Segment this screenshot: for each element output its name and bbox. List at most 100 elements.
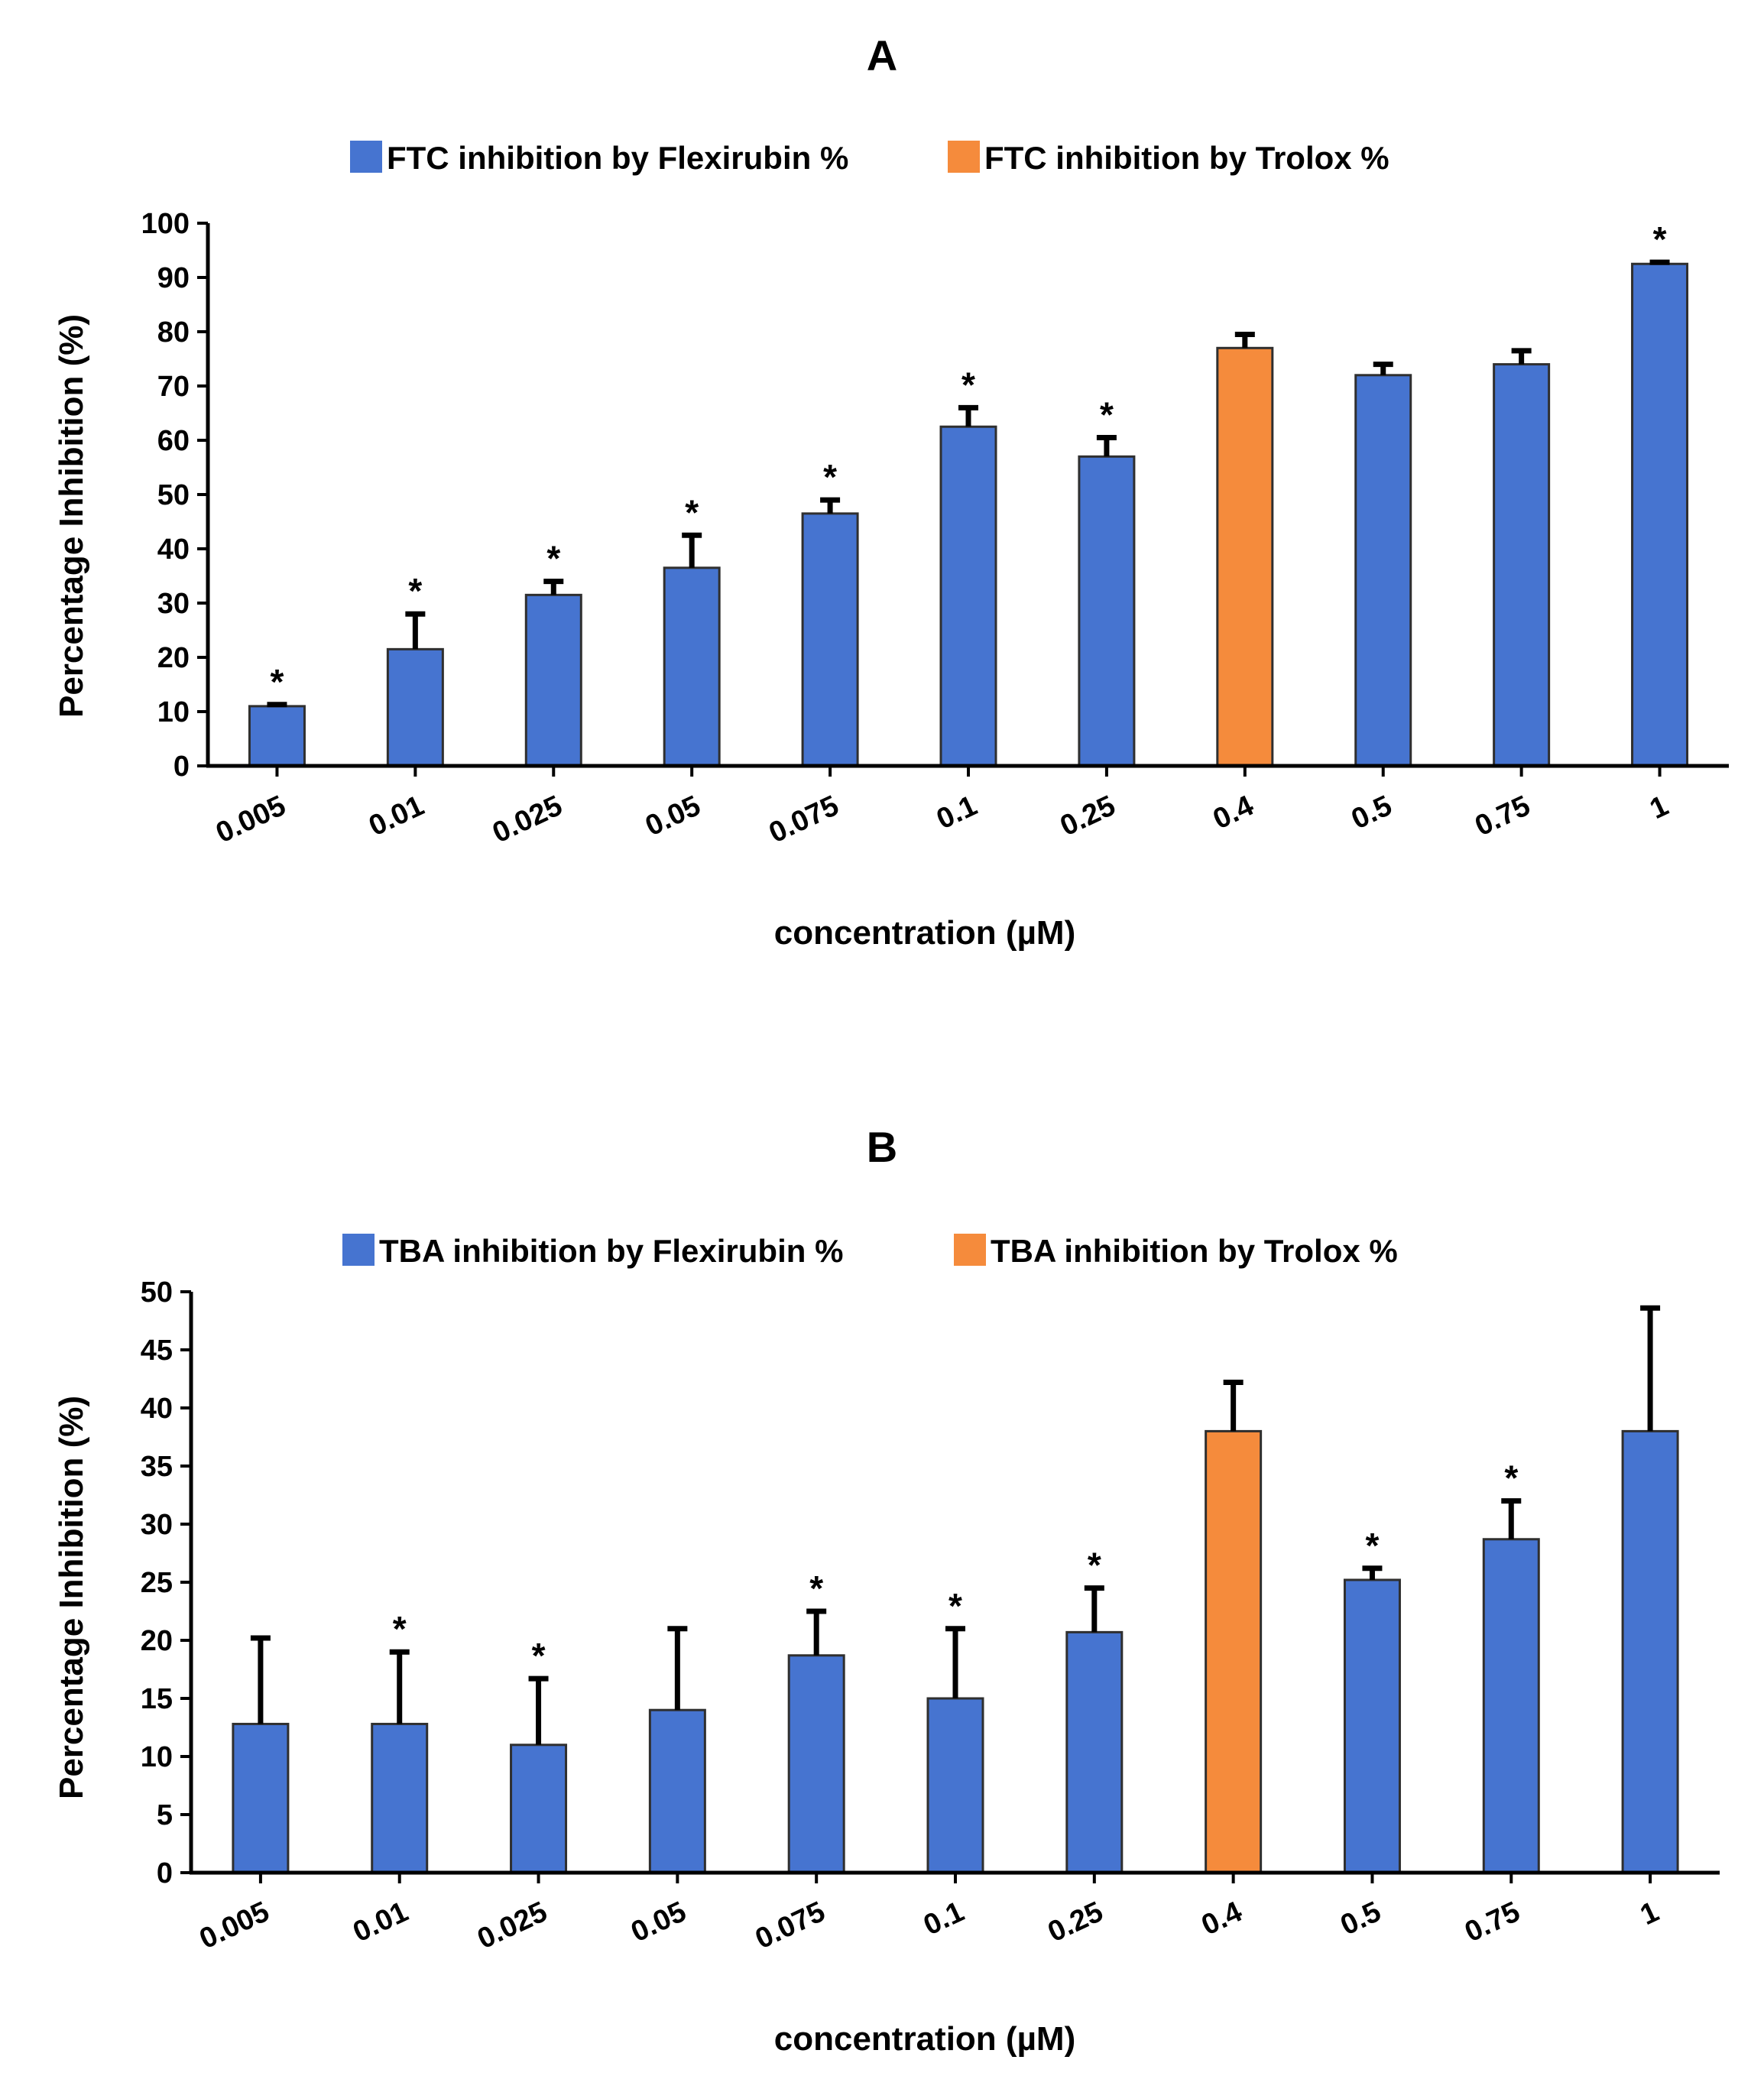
significance-marker-0.1: * — [961, 365, 975, 404]
y-tick-label: 50 — [157, 479, 190, 511]
significance-marker-0.1: * — [948, 1586, 962, 1626]
panel-a-chart: A FTC inhibition by Flexirubin % FTC inh… — [53, 31, 1729, 952]
bar-0.5 — [1343, 1578, 1401, 1874]
x-tick-label-0.005: 0.005 — [195, 1896, 274, 1955]
bar-0.4 — [1205, 1429, 1263, 1874]
bar-0.25 — [1065, 1630, 1124, 1874]
x-tick-label-0.01: 0.01 — [349, 1896, 413, 1948]
y-tick-label: 20 — [141, 1625, 173, 1657]
legend-swatch-trolox — [954, 1234, 986, 1266]
significance-marker-0.005: * — [271, 662, 284, 702]
y-tick-label: 0 — [173, 751, 190, 783]
x-tick-label-0.4: 0.4 — [1208, 790, 1259, 835]
y-tick-label: 45 — [141, 1335, 173, 1367]
y-tick-label: 15 — [141, 1683, 173, 1715]
y-tick-label: 30 — [157, 588, 190, 620]
y-tick-label: 80 — [157, 316, 190, 349]
x-tick-label-0.025: 0.025 — [488, 790, 567, 849]
bar-0.025 — [510, 1744, 568, 1874]
y-tick-label: 60 — [157, 425, 190, 457]
x-tick-label-0.5: 0.5 — [1336, 1896, 1386, 1941]
x-tick-label-0.01: 0.01 — [364, 790, 429, 842]
x-tick-label-0.75: 0.75 — [1460, 1896, 1525, 1948]
significance-marker-0.25: * — [1100, 394, 1114, 434]
bar-0.25 — [1078, 455, 1136, 767]
x-tick-label-0.25: 0.25 — [1055, 790, 1120, 842]
panel-b-plot-area: 0 5 10 15 20 25 30 35 40 45 50 * * * * * * * 0.005 0.01 0.02… — [141, 1276, 1720, 1955]
x-tick-label-0.75: 0.75 — [1471, 790, 1535, 842]
bar-0.075 — [801, 512, 859, 767]
x-tick-label-0.25: 0.25 — [1043, 1896, 1108, 1948]
x-tick-label-0.05: 0.05 — [626, 1896, 691, 1948]
legend-label-flexirubin: TBA inhibition by Flexirubin % — [379, 1233, 843, 1269]
significance-marker-0.25: * — [1088, 1546, 1101, 1585]
y-tick-label: 10 — [141, 1741, 173, 1773]
legend-label-trolox: FTC inhibition by Trolox % — [984, 140, 1389, 176]
x-tick-label-0.05: 0.05 — [640, 790, 705, 842]
x-tick-label-0.025: 0.025 — [472, 1896, 552, 1955]
panel-b-chart: B TBA inhibition by Flexirubin % TBA inh… — [53, 1123, 1720, 2058]
y-tick-label: 30 — [141, 1509, 173, 1541]
panel-b-y-axis-title: Percentage Inhibition (%) — [53, 1396, 90, 1799]
x-tick-label-1: 1 — [1636, 1896, 1664, 1932]
y-tick-label: 40 — [141, 1393, 173, 1425]
legend-swatch-trolox — [948, 141, 980, 173]
y-tick-label: 20 — [157, 642, 190, 674]
bar-0.4 — [1216, 346, 1274, 767]
significance-marker-0.025: * — [546, 539, 560, 579]
panel-b-legend: TBA inhibition by Flexirubin % TBA inhib… — [342, 1233, 1398, 1269]
y-tick-label: 5 — [157, 1799, 173, 1831]
panel-a-legend: FTC inhibition by Flexirubin % FTC inhib… — [350, 140, 1389, 176]
significance-marker-0.025: * — [532, 1636, 546, 1675]
y-tick-label: 70 — [157, 371, 190, 403]
panel-a-title: A — [867, 31, 897, 79]
panel-a-y-axis-title: Percentage Inhibition (%) — [53, 314, 90, 718]
x-tick-label-1: 1 — [1645, 790, 1673, 826]
y-tick-label: 10 — [157, 696, 190, 728]
bar-0.1 — [926, 1697, 984, 1874]
significance-marker-0.075: * — [823, 457, 837, 497]
y-tick-label: 0 — [157, 1857, 173, 1889]
bar-0.01 — [386, 647, 444, 767]
y-tick-label: 50 — [141, 1276, 173, 1309]
y-tick-label: 90 — [157, 262, 190, 294]
bar-0.075 — [787, 1654, 845, 1874]
panel-a-plot-area: 0 10 20 30 40 50 60 70 80 90 100 * * * * * * * * 0.005 0.01 0… — [141, 208, 1729, 849]
x-tick-label-0.075: 0.075 — [751, 1896, 830, 1955]
bar-0.005 — [232, 1722, 290, 1874]
legend-swatch-flexirubin — [350, 141, 382, 173]
significance-marker-0.01: * — [408, 571, 422, 611]
y-tick-label: 35 — [141, 1451, 173, 1483]
x-tick-label-0.1: 0.1 — [932, 790, 982, 835]
bar-0.05 — [648, 1708, 706, 1874]
significance-marker-0.01: * — [393, 1609, 407, 1649]
bar-0.1 — [939, 425, 997, 767]
bar-0.5 — [1354, 374, 1412, 767]
panel-b-title: B — [867, 1123, 897, 1171]
significance-marker-0.075: * — [809, 1568, 823, 1608]
y-tick-label: 40 — [157, 534, 190, 566]
x-tick-label-0.075: 0.075 — [764, 790, 844, 849]
bar-0.01 — [371, 1722, 429, 1874]
legend-swatch-flexirubin — [342, 1234, 375, 1266]
x-tick-label-0.005: 0.005 — [211, 790, 290, 849]
bar-0.75 — [1493, 363, 1551, 767]
significance-marker-1: * — [1653, 219, 1667, 259]
bar-0.005 — [248, 705, 306, 767]
x-tick-label-0.4: 0.4 — [1197, 1896, 1247, 1941]
y-tick-label: 100 — [141, 208, 190, 240]
panel-b-x-axis-title: concentration (µM) — [774, 2020, 1075, 2058]
bar-1 — [1631, 262, 1689, 767]
significance-marker-0.05: * — [685, 492, 699, 532]
panel-a-x-axis-title: concentration (µM) — [774, 914, 1075, 952]
bar-1 — [1621, 1429, 1679, 1874]
bar-0.05 — [663, 566, 721, 767]
significance-marker-0.75: * — [1504, 1458, 1518, 1498]
legend-label-flexirubin: FTC inhibition by Flexirubin % — [387, 140, 848, 176]
significance-marker-0.5: * — [1366, 1526, 1380, 1565]
bar-0.75 — [1482, 1538, 1540, 1874]
x-tick-label-0.1: 0.1 — [919, 1896, 969, 1941]
y-tick-label: 25 — [141, 1567, 173, 1599]
x-tick-label-0.5: 0.5 — [1347, 790, 1397, 835]
